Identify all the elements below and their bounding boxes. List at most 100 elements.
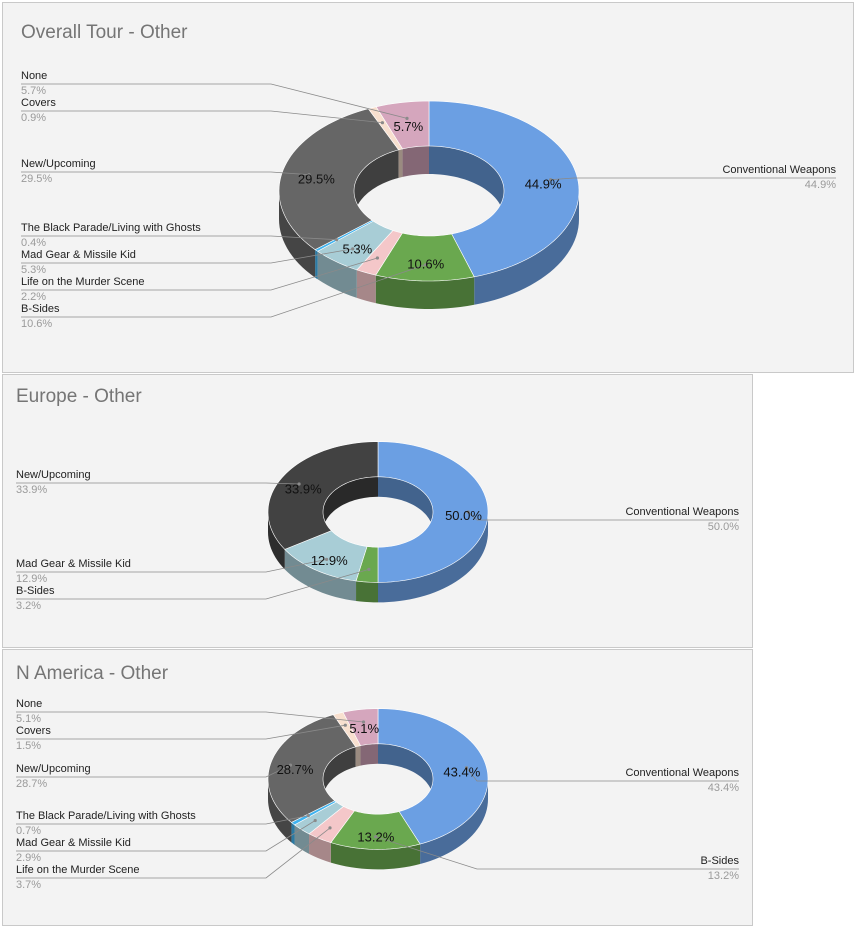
slice-inner-covers [398,148,403,178]
slice-new-upcoming [267,441,379,550]
legend-label-mad-gear-missile-kid: Mad Gear & Missile Kid [16,837,131,849]
donut-chart: Overall Tour - Other 44.9% 10.6% 5.3% 29.5% 5… [21,22,836,330]
slice-inner-conventional-weapons [429,146,504,219]
callout-dot [466,510,470,514]
legend-value: 0.7% [16,825,41,837]
legend-label-none: None [16,698,42,710]
callout-line [16,764,291,778]
legend-label-none: None [21,70,47,82]
legend-value: 43.4% [708,782,739,794]
slice-side-b-sides [330,842,421,870]
slice-value-label: 33.9% [285,481,322,496]
legend-label-mad-gear-missile-kid: Mad Gear & Missile Kid [16,558,131,570]
legend-value: 3.7% [16,879,41,891]
slice-side-the-black-parade-living-with-ghosts [315,249,318,280]
callout-dot [361,720,366,724]
callout-dot [549,178,553,182]
legend-label-b-sides: B-Sides [21,303,60,315]
callout-dot [464,766,469,770]
slice-inner-none [402,146,429,177]
slice-side-life-on-the-murder-scene [356,269,376,304]
slice-side-conventional-weapons [420,779,488,865]
legend-value: 33.9% [16,484,47,496]
slice-side-mad-gear-missile-kid [284,549,357,601]
legend-label-life-on-the-murder-scene: Life on the Murder Scene [21,276,145,288]
slice-side-conventional-weapons [378,512,488,603]
slice-inner-none [360,743,378,766]
callout-dot [288,763,293,767]
slice-inner-new-upcoming [354,149,399,219]
callout-dot [307,173,311,177]
legend-value: 5.1% [16,713,41,725]
legend-label-new-upcoming: New/Upcoming [21,158,96,170]
callout-line [21,110,383,124]
chart-title: Overall Tour - Other [21,22,188,43]
callout-line [466,767,739,782]
callout-line [16,482,300,485]
slice-value-label: 50.0% [445,508,482,523]
slice-side-conventional-weapons [474,191,579,305]
callout-dot [328,826,332,830]
legend-label-conventional-weapons: Conventional Weapons [625,767,739,779]
callout-line [16,711,364,723]
legend-label-conventional-weapons: Conventional Weapons [722,164,836,176]
callout-dot [367,567,371,571]
legend-value: 0.4% [21,237,46,249]
chart-panel-n-america: N America - Other 43.4% 13.2% 28.7% 5.1% Conv… [2,649,753,926]
slice-value-label: 5.1% [349,721,379,736]
callout-line [21,257,378,291]
callout-line [21,248,353,264]
callout-dot [306,814,310,818]
slice-side-b-sides [356,580,378,603]
slice-inner-new-upcoming [323,476,378,532]
slice-none [342,708,379,746]
callout-dot [380,121,384,125]
callout-line [550,177,836,181]
callout-dot [335,238,339,242]
legend-value: 44.9% [805,179,836,191]
slice-value-label: 5.7% [394,119,424,134]
callout-line [16,815,309,825]
callout-dot [374,835,378,839]
legend-value: 2.2% [21,291,46,303]
callout-line [16,827,331,879]
legend-value: 3.2% [16,600,41,612]
slice-inner-new-upcoming [323,746,356,799]
callout-dot [313,818,317,823]
legend-label-the-black-parade-living-with-ghosts: The Black Parade/Living with Ghosts [16,810,196,822]
donut-chart: Europe - Other 50.0% 12.9% 33.9% Conventiona… [16,386,739,612]
donut-chart: N America - Other 43.4% 13.2% 28.7% 5.1% Conv… [16,663,739,891]
callout-line [375,836,739,870]
legend-label-b-sides: B-Sides [700,855,739,867]
callout-dot [325,557,329,561]
slice-value-label: 12.9% [311,553,348,568]
legend-value: 12.9% [16,573,47,585]
legend-label-b-sides: B-Sides [16,585,55,597]
legend-value: 0.9% [21,112,46,124]
legend-value: 13.2% [708,870,739,882]
callout-line [16,820,316,852]
slice-value-label: 5.3% [343,241,373,256]
legend-value: 1.5% [16,740,41,752]
legend-label-new-upcoming: New/Upcoming [16,763,91,775]
slice-value-label: 28.7% [277,762,314,777]
legend-label-mad-gear-missile-kid: Mad Gear & Missile Kid [21,249,136,261]
chart-panel-overall-tour: Overall Tour - Other 44.9% 10.6% 5.3% 29.5% 5… [2,2,854,373]
slice-value-label: 29.5% [298,172,335,187]
slice-inner-conventional-weapons [378,743,433,799]
slice-inner-conventional-weapons [378,476,433,532]
callout-dot [351,247,355,251]
legend-label-covers: Covers [16,725,51,737]
legend-label-life-on-the-murder-scene: Life on the Murder Scene [16,864,140,876]
legend-label-the-black-parade-living-with-ghosts: The Black Parade/Living with Ghosts [21,222,201,234]
legend-value: 28.7% [16,778,47,790]
chart-title: Europe - Other [16,386,142,407]
slice-side-the-black-parade-living-with-ghosts [291,822,295,845]
callout-line [467,511,739,521]
callout-dot [375,256,379,260]
slice-value-label: 44.9% [525,176,562,191]
legend-label-new-upcoming: New/Upcoming [16,469,91,481]
chart-title: N America - Other [16,663,169,684]
slice-side-new-upcoming [268,512,285,570]
slice-side-mad-gear-missile-kid [317,251,357,298]
